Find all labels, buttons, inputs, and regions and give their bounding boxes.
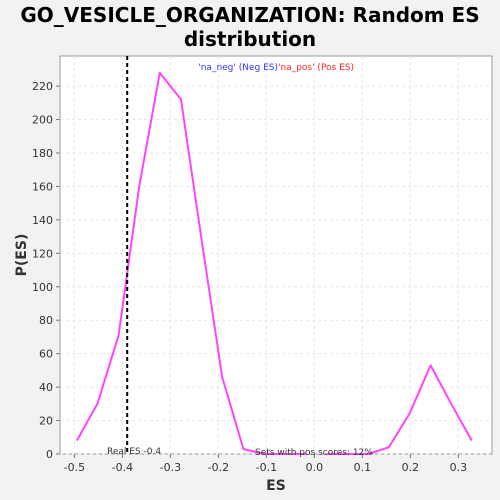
x-tick-label: -0.5 [64, 461, 85, 474]
x-tick-label: -0.4 [112, 461, 133, 474]
real-es-label: Real ES -0.4 [107, 447, 161, 457]
y-tick-label: 220 [32, 80, 53, 93]
y-tick-label: 20 [39, 415, 53, 428]
y-axis: 0 20 40 60 80 100 120 140 160 180 200 220 [32, 80, 60, 461]
y-axis-label: P(ES) [14, 234, 30, 277]
chart-title-line2: distribution [184, 27, 316, 51]
series-line-0 [75, 71, 306, 455]
series-group [75, 71, 473, 455]
series-line-1 [326, 364, 473, 455]
x-tick-label: -0.3 [160, 461, 181, 474]
x-axis: -0.5 -0.4 -0.3 -0.2 -0.1 0.0 0.1 0.2 0.3 [64, 454, 467, 474]
x-tick-label: 0.2 [402, 461, 420, 474]
x-tick-label: 0.0 [306, 461, 324, 474]
legend-pos: 'na_pos' (Pos ES) [278, 63, 354, 73]
x-tick-label: -0.2 [208, 461, 229, 474]
y-tick-label: 40 [39, 381, 53, 394]
x-tick-label: -0.1 [256, 461, 277, 474]
x-axis-label: ES [266, 478, 286, 494]
y-tick-label: 80 [39, 314, 53, 327]
y-tick-label: 180 [32, 147, 53, 160]
y-tick-label: 0 [46, 448, 53, 461]
grid [60, 56, 492, 455]
legend-neg: 'na_neg' (Neg ES) [198, 63, 278, 73]
y-tick-label: 60 [39, 348, 53, 361]
y-tick-label: 160 [32, 180, 53, 193]
y-tick-label: 200 [32, 114, 53, 127]
x-tick-label: 0.1 [354, 461, 372, 474]
chart-title-line1: GO_VESICLE_ORGANIZATION: Random ES [20, 3, 479, 27]
plot-area [59, 55, 493, 455]
x-tick-label: 0.3 [450, 461, 468, 474]
y-tick-label: 140 [32, 214, 53, 227]
y-tick-label: 100 [32, 281, 53, 294]
y-tick-label: 120 [32, 247, 53, 260]
pos-scores-annotation: Sets with pos scores: 12% [255, 448, 373, 458]
